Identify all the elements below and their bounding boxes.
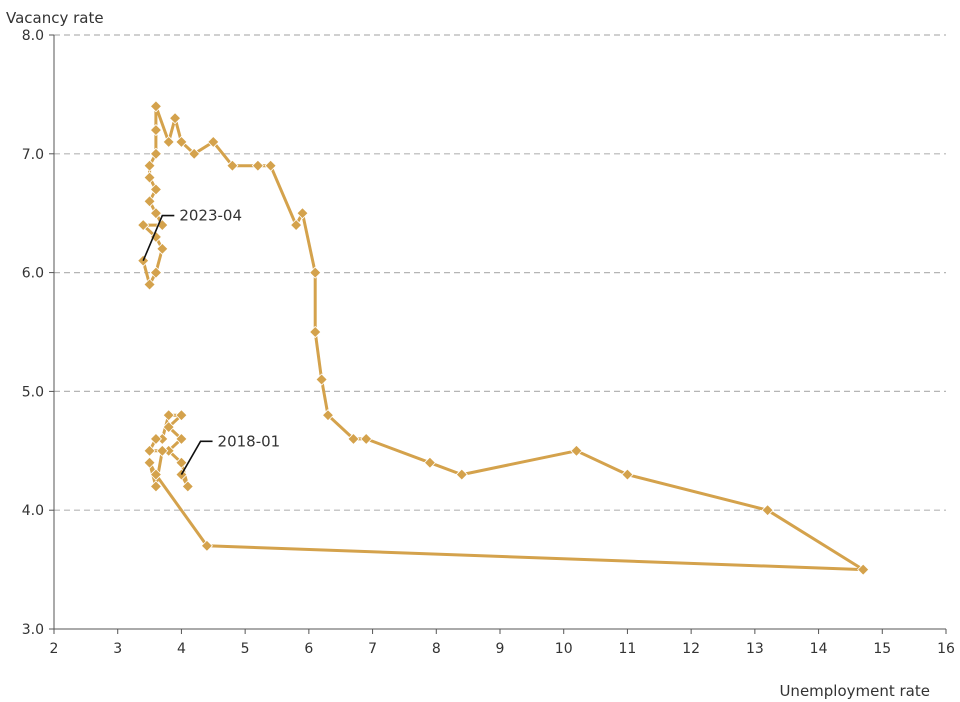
data-point: [296, 207, 309, 220]
data-point: [162, 420, 175, 434]
data-point: [175, 456, 188, 469]
x-tick-label: 10: [555, 641, 573, 657]
y-tick-label: 6.0: [22, 266, 44, 282]
series-layer: [137, 100, 870, 576]
data-point: [137, 219, 150, 232]
x-tick-label: 3: [113, 641, 122, 657]
x-tick-label: 6: [304, 641, 313, 657]
data-point: [156, 242, 169, 255]
data-point: [570, 444, 583, 457]
data-point: [149, 480, 163, 493]
data-point: [857, 563, 870, 576]
annotations: 2018-01 2023-04: [142, 207, 281, 475]
data-point: [143, 456, 156, 469]
data-point: [149, 468, 163, 481]
data-point: [181, 480, 194, 493]
data-point: [149, 230, 163, 244]
y-tick-label: 5.0: [22, 384, 44, 400]
data-point: [290, 219, 303, 232]
data-point: [143, 195, 156, 208]
data-point: [168, 112, 182, 125]
x-tick-label: 4: [177, 641, 186, 657]
data-point: [309, 266, 322, 279]
y-tick-label: 4.0: [22, 503, 44, 519]
data-point: [149, 183, 163, 196]
data-point: [188, 147, 201, 160]
data-point: [143, 444, 156, 457]
x-tick-label: 14: [810, 641, 828, 657]
data-point: [175, 432, 188, 445]
x-tick-label: 13: [746, 641, 764, 657]
data-point: [315, 373, 328, 386]
y-axis-title: Vacancy rate: [6, 9, 104, 27]
x-tick-label: 8: [432, 641, 441, 657]
y-tick-label: 8.0: [22, 28, 44, 44]
annotation-leader: [142, 214, 175, 262]
y-tick-label: 3.0: [22, 622, 44, 638]
data-point: [309, 325, 322, 339]
y-axis-ticks: 3.0 4.0 5.0 6.0 7.0 8.0: [22, 28, 54, 638]
data-point: [143, 278, 156, 291]
x-axis-title: Unemployment rate: [779, 682, 930, 700]
data-point: [621, 468, 634, 481]
data-point: [162, 409, 175, 422]
data-point: [149, 147, 163, 160]
data-point: [143, 171, 156, 184]
x-tick-label: 16: [937, 641, 955, 657]
series-line: [141, 104, 865, 572]
data-point: [149, 432, 163, 445]
data-point: [321, 409, 335, 422]
data-point: [347, 432, 360, 445]
data-point: [149, 266, 163, 279]
y-tick-label: 7.0: [22, 147, 44, 163]
x-tick-label: 12: [682, 641, 700, 657]
data-point: [175, 409, 188, 422]
annotation-leader: [180, 440, 213, 475]
annotation-label: 2018-01: [218, 432, 281, 450]
gridlines: [54, 34, 946, 511]
x-tick-label: 5: [241, 641, 250, 657]
data-point: [207, 135, 220, 148]
data-point: [264, 159, 277, 172]
data-point: [156, 444, 169, 457]
axes: [53, 35, 946, 630]
data-point: [226, 159, 239, 172]
x-tick-label: 11: [619, 641, 637, 657]
data-point: [149, 100, 163, 113]
x-tick-label: 7: [368, 641, 377, 657]
data-point: [143, 159, 156, 172]
data-point: [162, 135, 175, 148]
x-tick-label: 15: [873, 641, 891, 657]
annotation-label: 2023-04: [179, 207, 242, 225]
data-point: [761, 504, 774, 517]
data-point: [175, 135, 188, 148]
data-point: [360, 432, 373, 445]
x-tick-label: 2: [50, 641, 59, 657]
data-point: [423, 456, 436, 469]
data-point: [455, 468, 468, 481]
data-point: [251, 159, 264, 172]
data-point: [149, 123, 163, 137]
data-point: [149, 207, 163, 220]
x-axis-ticks: 2 3 4 5 6 7 8 9 10 11 12 13 14 15 16: [50, 629, 955, 657]
x-tick-label: 9: [496, 641, 505, 657]
data-point: [200, 539, 213, 552]
